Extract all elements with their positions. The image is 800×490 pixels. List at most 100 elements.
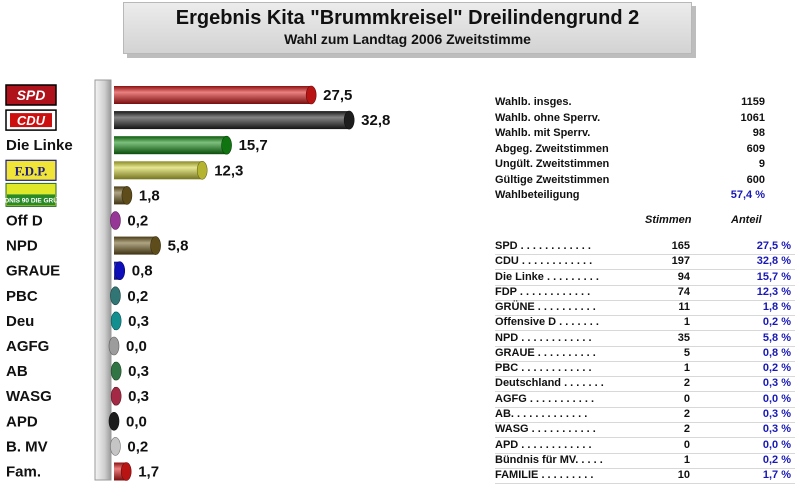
row-separator [495, 269, 795, 271]
bar-value-label: 0,0 [126, 338, 147, 355]
row-separator [495, 376, 795, 378]
bar-value-label: 0,0 [126, 413, 147, 430]
category-label: APD [6, 413, 38, 430]
category-label: Deu [6, 313, 34, 330]
result-row: APD . . . . . . . . . . . . 0 0,0 % [495, 439, 795, 453]
party-votes: 2 [683, 377, 690, 390]
chart-title: Ergebnis Kita "Brummkreisel" Dreilindeng… [175, 7, 640, 29]
bar-chart: 27,5 SPD 32,8 CDU 15,7 Die Linke 12,3 F.D.P. 1,8… [0, 79, 391, 481]
bar-value-label: 0,2 [127, 288, 148, 305]
party-share: 0,3 % [762, 377, 791, 390]
chart-subtitle: Wahl zum Landtag 2006 Zweitstimme [284, 31, 531, 47]
svg-text:BÜNDNIS 90 DIE GRÜNEN: BÜNDNIS 90 DIE GRÜNEN [0, 195, 72, 204]
party-share: 0,0 % [762, 438, 791, 451]
party-votes: 11 [678, 301, 690, 314]
bar [114, 110, 355, 130]
category-label: WASG [6, 388, 52, 405]
party-name: Die Linke . . . . . . . . . [495, 270, 599, 283]
party-name: Deutschland . . . . . . . [495, 377, 604, 390]
row-separator [495, 360, 795, 362]
row-separator [495, 254, 795, 255]
bar-value-label: 12,3 [214, 162, 243, 179]
bar-value-label: 5,8 [168, 238, 189, 255]
party-name: WASG . . . . . . . . . . . [495, 423, 596, 436]
row-separator [495, 284, 795, 286]
stat-label: Wahlbeteiligung [495, 189, 580, 201]
category-label: BÜNDNIS 90 DIE GRÜNEN [0, 182, 72, 207]
bar [110, 211, 121, 230]
party-share: 15,7 % [756, 270, 791, 283]
svg-text:SPD: SPD [17, 87, 46, 103]
title-box: Ergebnis Kita "Brummkreisel" Dreilindeng… [123, 2, 692, 54]
stat-value: 1061 [740, 111, 765, 124]
stat-value: 600 [746, 173, 765, 186]
svg-text:NPD: NPD [6, 238, 38, 255]
stat-value: 9 [758, 158, 765, 170]
row-separator [495, 467, 795, 469]
party-votes: 2 [683, 407, 690, 420]
category-label: GRAUE [6, 263, 60, 280]
stat-row: Gültige Zweitstimmen 600 [495, 174, 765, 188]
bar-value-label: 15,7 [239, 137, 268, 154]
result-row: Bündnis für MV. . . . . 1 0,2 % [495, 454, 795, 468]
result-row: AGFG . . . . . . . . . . . 0 0,0 % [495, 393, 795, 407]
svg-text:GRAUE: GRAUE [6, 263, 60, 280]
bar [114, 135, 232, 155]
party-name: AB. . . . . . . . . . . . . [495, 407, 588, 420]
bar [108, 336, 120, 356]
result-row: SPD . . . . . . . . . . . . 165 27,5 % [495, 240, 795, 254]
stat-label: Gültige Zweitstimmen [495, 173, 610, 186]
stat-label: Wahlb. mit Sperrv. [495, 127, 591, 139]
bar [110, 386, 122, 406]
bar [110, 286, 121, 306]
row-separator [495, 330, 795, 332]
bar-value-label: 0,2 [127, 438, 148, 455]
party-share: 1,7 % [762, 469, 791, 482]
bar-value-label: 1,7 [138, 464, 159, 481]
bar-value-label: 0,3 [128, 313, 149, 330]
result-row: WASG . . . . . . . . . . . 2 0,3 % [495, 423, 795, 437]
party-name: GRAUE . . . . . . . . . . [495, 346, 596, 359]
svg-text:Fam.: Fam. [6, 464, 41, 481]
party-votes: 35 [677, 331, 690, 344]
category-label: CDU [5, 109, 57, 131]
party-name: Bündnis für MV. . . . . [495, 453, 603, 466]
party-share: 0,2 % [762, 316, 791, 329]
bar-value-label: 0,3 [128, 363, 149, 380]
result-row: AB. . . . . . . . . . . . . 2 0,3 % [495, 408, 795, 422]
stat-label: Ungült. Zweitstimmen [495, 158, 610, 170]
stat-row: Wahlb. mit Sperrv. 98 [495, 127, 765, 141]
party-name: APD . . . . . . . . . . . . [495, 438, 592, 451]
category-label: B. MV [6, 438, 48, 455]
stat-row: Abgeg. Zweitstimmen 609 [495, 143, 765, 157]
category-label: Off D [6, 213, 43, 230]
bar [114, 236, 161, 255]
bar-value-label: 32,8 [361, 112, 390, 129]
row-separator [495, 421, 795, 423]
party-share: 0,2 % [762, 362, 791, 375]
party-name: NPD . . . . . . . . . . . . [495, 331, 592, 344]
party-share: 0,0 % [762, 392, 791, 405]
bar [108, 411, 120, 431]
svg-text:F.D.P.: F.D.P. [15, 163, 48, 178]
category-label: SPD [5, 84, 57, 106]
party-share: 27,5 % [756, 240, 791, 252]
party-share: 0,3 % [762, 407, 791, 420]
party-votes: 10 [677, 469, 690, 482]
party-share: 0,3 % [762, 423, 791, 436]
category-label: Die Linke [6, 137, 73, 154]
party-votes: 94 [677, 270, 690, 283]
svg-text:AB: AB [6, 363, 28, 380]
bar-value-label: 0,2 [127, 213, 148, 230]
stat-label: Wahlb. ohne Sperrv. [495, 111, 601, 124]
category-label: NPD [6, 238, 38, 255]
header-share: Anteil [731, 214, 762, 226]
party-votes: 5 [683, 346, 690, 359]
bar-value-label: 0,3 [128, 388, 149, 405]
result-row: NPD . . . . . . . . . . . . 35 5,8 % [495, 332, 795, 346]
stat-label: Wahlb. insges. [495, 96, 572, 108]
svg-text:Deu: Deu [6, 313, 34, 330]
stat-row: Wahlb. ohne Sperrv. 1061 [495, 112, 765, 126]
row-separator [495, 345, 795, 347]
category-label: PBC [6, 288, 38, 305]
